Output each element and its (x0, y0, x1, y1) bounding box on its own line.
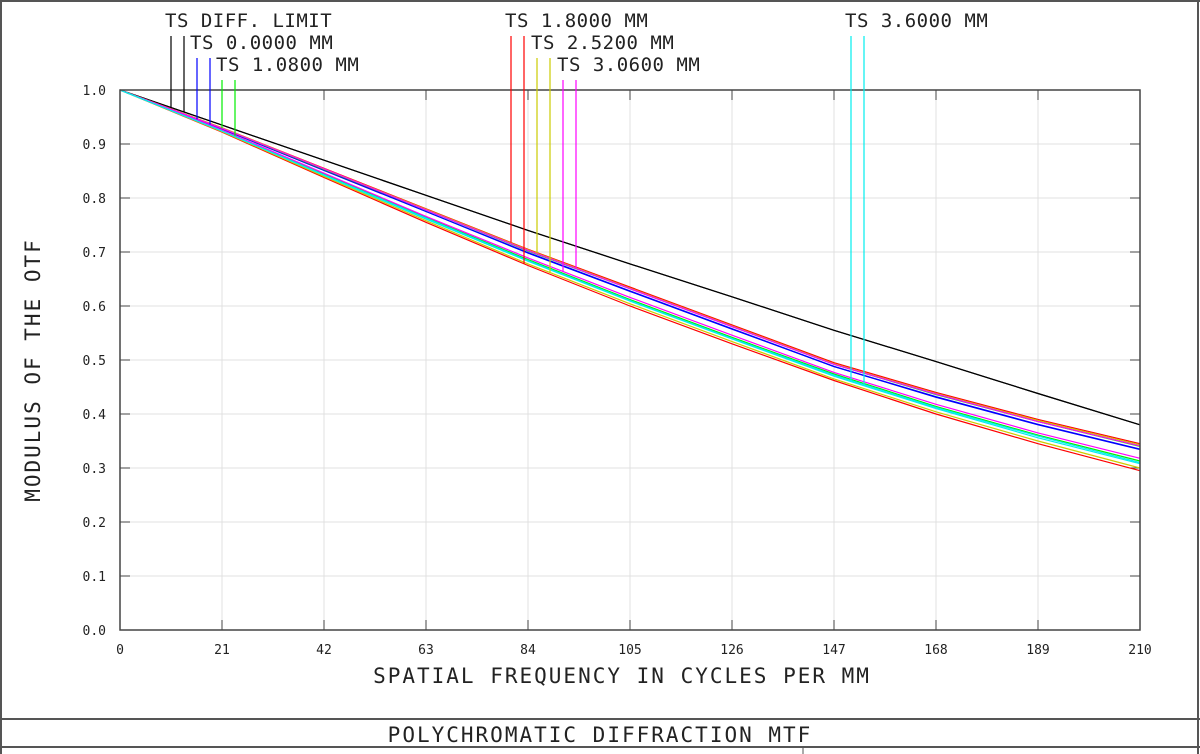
x-tick-label: 210 (1128, 643, 1151, 658)
mtf-curve-3-6000-mm-s (119, 89, 1141, 465)
mtf-curve-2-5200-mm-s (119, 89, 1141, 469)
y-tick-label: 0.1 (83, 570, 106, 585)
x-tick-label: 105 (618, 643, 641, 658)
y-tick-label: 0.9 (83, 138, 106, 153)
mtf-curve-3-0600-mm-s (119, 89, 1141, 447)
y-tick-label: 0.0 (83, 624, 106, 639)
x-tick-label: 147 (822, 643, 845, 658)
x-tick-label: 126 (720, 643, 743, 658)
y-tick-label: 0.2 (83, 516, 106, 531)
legend-label: TS 1.0800 MM (216, 54, 359, 76)
y-tick-label: 0.4 (83, 408, 107, 423)
y-tick-label: 0.5 (83, 354, 106, 369)
legend-label: TS 3.0600 MM (557, 54, 700, 76)
plot-border (119, 89, 1141, 631)
x-tick-label: 63 (418, 643, 434, 658)
x-tick-label: 189 (1026, 643, 1049, 658)
x-tick-label: 0 (116, 643, 124, 658)
x-tick-label: 168 (924, 643, 947, 658)
legend-label: TS 3.6000 MM (845, 10, 988, 32)
y-tick-label: 0.7 (83, 246, 106, 261)
legend-label: TS DIFF. LIMIT (165, 10, 332, 32)
legend-label: TS 1.8000 MM (505, 10, 648, 32)
y-axis-label: MODULUS OF THE OTF (21, 238, 45, 502)
mtf-curve-3-0600-mm-t (119, 89, 1141, 459)
tick-labels: 0 21 42 63 84 105 126 147 168 189 210 0.0 0.1 0.2 0.3 0… (83, 84, 1152, 658)
x-tick-label: 42 (316, 643, 332, 658)
x-tick-label: 21 (214, 643, 230, 658)
y-tick-label: 0.8 (83, 192, 106, 207)
x-axis-label: SPATIAL FREQUENCY IN CYCLES PER MM (373, 664, 871, 688)
legend-label: TS 2.5200 MM (531, 32, 674, 54)
y-tick-label: 0.6 (83, 300, 106, 315)
mtf-curve-1-8000-mm-s (119, 89, 1141, 472)
y-tick-label: 0.3 (83, 462, 106, 477)
y-tick-label: 1.0 (83, 84, 106, 99)
x-tick-label: 84 (520, 643, 536, 658)
mtf-curves (119, 89, 1141, 472)
grid (119, 89, 1141, 631)
chart-title: POLYCHROMATIC DIFFRACTION MTF (388, 723, 813, 747)
legend-label: TS 0.0000 MM (190, 32, 333, 54)
mtf-curve-0-0000-mm-s (119, 89, 1141, 451)
mtf-curve-diff-limit-s (119, 89, 1141, 426)
